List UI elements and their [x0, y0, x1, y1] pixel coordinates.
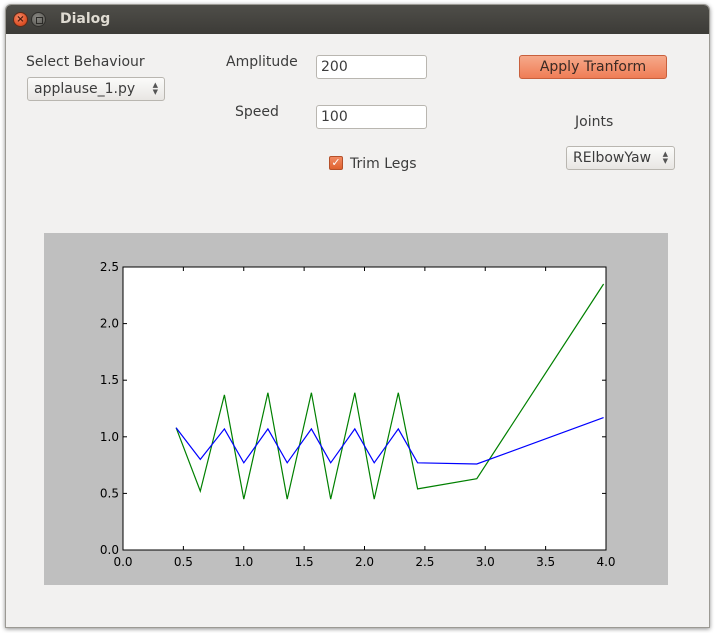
y-tick-label: 1.5 — [100, 373, 119, 387]
joints-select-value: RElbowYaw — [573, 150, 652, 166]
axes-frame — [122, 266, 607, 551]
line-chart: 0.0 0.5 1.0 1.5 2.0 2.5 3.0 3.5 4.0 0.0 0.5 1.0 1.5 2… — [100, 260, 616, 569]
trim-legs-checkbox[interactable]: ✓ — [329, 156, 343, 170]
title-bar: × Dialog — [6, 5, 709, 34]
checkmark-icon: ✓ — [331, 156, 341, 169]
behaviour-label: Select Behaviour — [26, 54, 145, 70]
trim-legs-label[interactable]: Trim Legs — [350, 156, 417, 172]
updown-arrows-icon: ▲ ▼ — [662, 150, 668, 165]
y-tick-label: 0.0 — [100, 543, 119, 557]
plot-canvas: 0.0 0.5 1.0 1.5 2.0 2.5 3.0 3.5 4.0 0.0 0.5 1.0 1.5 2… — [44, 233, 668, 585]
y-tick-label: 0.5 — [100, 486, 119, 500]
joints-select[interactable]: RElbowYaw ▲ ▼ — [566, 146, 675, 170]
behaviour-select-value: applause_1.py — [34, 81, 136, 97]
y-tick-label: 2.0 — [100, 317, 119, 331]
amplitude-input[interactable]: 200 — [316, 55, 427, 79]
dialog-window: × Dialog Select Behaviour applause_1.py … — [5, 4, 710, 628]
minimize-button[interactable] — [31, 12, 46, 27]
window-title: Dialog — [60, 11, 111, 27]
x-tick-label: 2.0 — [355, 555, 374, 569]
x-tick-label: 0.0 — [113, 555, 132, 569]
x-tick-label: 1.0 — [234, 555, 253, 569]
y-tick-label: 1.0 — [100, 430, 119, 444]
x-tick-label: 1.5 — [295, 555, 314, 569]
series-line-2 — [175, 417, 604, 465]
x-tick-label: 3.5 — [536, 555, 555, 569]
speed-input[interactable]: 100 — [316, 105, 427, 129]
behaviour-select[interactable]: applause_1.py ▲ ▼ — [27, 77, 165, 101]
x-tick-label: 3.0 — [476, 555, 495, 569]
updown-arrows-icon: ▲ ▼ — [152, 81, 158, 96]
speed-label: Speed — [235, 104, 279, 120]
x-tick-label: 4.0 — [596, 555, 615, 569]
close-button[interactable]: × — [13, 12, 28, 27]
amplitude-label: Amplitude — [226, 54, 298, 70]
x-tick-label: 2.5 — [415, 555, 434, 569]
y-tick-label: 2.5 — [100, 260, 119, 274]
x-tick-label: 0.5 — [174, 555, 193, 569]
apply-transform-button[interactable]: Apply Tranform — [519, 55, 667, 79]
close-icon: × — [16, 14, 25, 25]
joints-label: Joints — [575, 114, 614, 130]
